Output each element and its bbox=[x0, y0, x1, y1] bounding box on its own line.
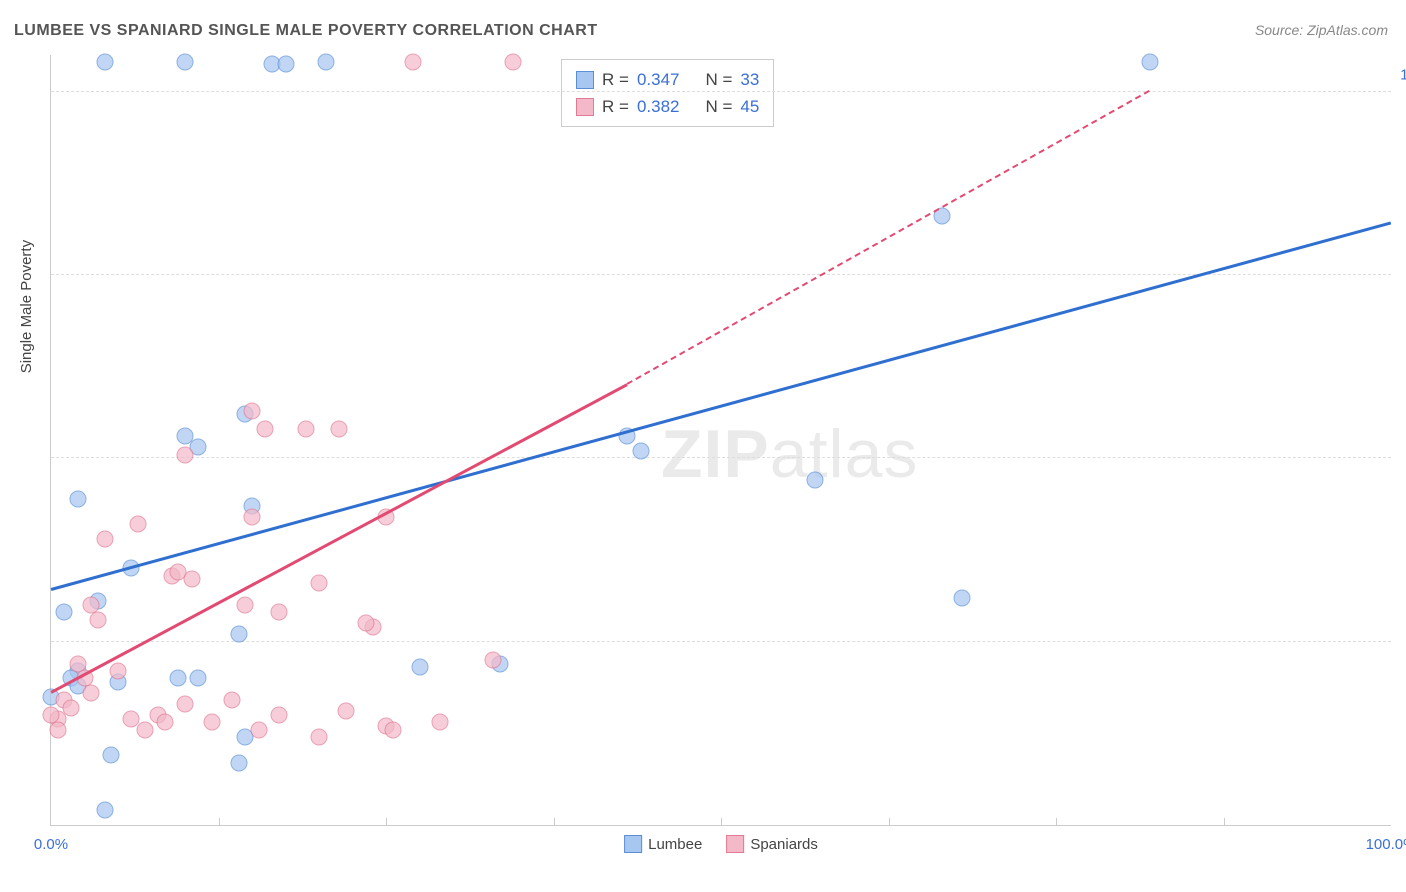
watermark-atlas: atlas bbox=[770, 416, 919, 492]
stats-r-value: 0.382 bbox=[637, 93, 680, 120]
scatter-plot: ZIPatlas R =0.347N =33R =0.382N =45 Lumb… bbox=[50, 55, 1391, 826]
scatter-point bbox=[954, 589, 971, 606]
scatter-point bbox=[270, 604, 287, 621]
scatter-point bbox=[103, 747, 120, 764]
legend-label: Spaniards bbox=[750, 836, 818, 853]
scatter-point bbox=[230, 626, 247, 643]
stats-n-label: N = bbox=[705, 93, 732, 120]
scatter-point bbox=[244, 509, 261, 526]
legend-item: Lumbee bbox=[624, 835, 702, 853]
scatter-point bbox=[203, 714, 220, 731]
scatter-point bbox=[156, 714, 173, 731]
watermark-zip: ZIP bbox=[661, 416, 770, 492]
scatter-point bbox=[632, 443, 649, 460]
trend-line bbox=[627, 90, 1151, 385]
scatter-point bbox=[311, 729, 328, 746]
chart-title: LUMBEE VS SPANIARD SINGLE MALE POVERTY C… bbox=[14, 22, 598, 40]
scatter-point bbox=[96, 531, 113, 548]
xtick-minor bbox=[889, 818, 890, 826]
scatter-point bbox=[183, 571, 200, 588]
scatter-point bbox=[411, 659, 428, 676]
xtick-minor bbox=[219, 818, 220, 826]
legend-swatch bbox=[624, 835, 642, 853]
legend-item: Spaniards bbox=[726, 835, 818, 853]
scatter-point bbox=[277, 55, 294, 72]
stats-box: R = 0.347 N = 33 R = 0.382 N = 45 bbox=[561, 59, 774, 127]
gridline-h bbox=[51, 457, 1391, 458]
legend: Lumbee Spaniards bbox=[624, 835, 818, 853]
legend-label: Lumbee bbox=[648, 836, 702, 853]
scatter-point bbox=[190, 670, 207, 687]
scatter-point bbox=[337, 703, 354, 720]
scatter-point bbox=[56, 604, 73, 621]
scatter-point bbox=[404, 54, 421, 71]
stats-swatch bbox=[576, 71, 594, 89]
stats-n-value: 45 bbox=[740, 93, 759, 120]
scatter-point bbox=[110, 663, 127, 680]
stats-r-label: R = bbox=[602, 66, 629, 93]
scatter-point bbox=[431, 714, 448, 731]
scatter-point bbox=[270, 707, 287, 724]
xtick-minor bbox=[1224, 818, 1225, 826]
scatter-point bbox=[257, 421, 274, 438]
scatter-point bbox=[83, 685, 100, 702]
scatter-point bbox=[244, 402, 261, 419]
gridline-h bbox=[51, 641, 1391, 642]
stats-r-value: 0.347 bbox=[637, 66, 680, 93]
scatter-point bbox=[317, 54, 334, 71]
scatter-point bbox=[177, 696, 194, 713]
stats-n-value: 33 bbox=[740, 66, 759, 93]
scatter-point bbox=[96, 54, 113, 71]
xtick-label: 0.0% bbox=[34, 836, 68, 853]
scatter-point bbox=[170, 670, 187, 687]
gridline-h bbox=[51, 274, 1391, 275]
source-label: Source: ZipAtlas.com bbox=[1255, 22, 1388, 38]
scatter-point bbox=[89, 611, 106, 628]
scatter-point bbox=[223, 692, 240, 709]
watermark: ZIPatlas bbox=[661, 415, 918, 493]
legend-swatch bbox=[726, 835, 744, 853]
stats-row: R = 0.347 N = 33 bbox=[576, 66, 759, 93]
xtick-label: 100.0% bbox=[1366, 836, 1406, 853]
xtick-minor bbox=[386, 818, 387, 826]
stats-row: R = 0.382 N = 45 bbox=[576, 93, 759, 120]
scatter-point bbox=[136, 721, 153, 738]
xtick-minor bbox=[721, 818, 722, 826]
scatter-point bbox=[237, 597, 254, 614]
scatter-point bbox=[384, 721, 401, 738]
scatter-point bbox=[69, 490, 86, 507]
y-axis-label: Single Male Poverty bbox=[18, 240, 35, 373]
scatter-point bbox=[311, 575, 328, 592]
scatter-point bbox=[230, 754, 247, 771]
stats-r-label: R = bbox=[602, 93, 629, 120]
stats-n-label: N = bbox=[705, 66, 732, 93]
scatter-point bbox=[485, 652, 502, 669]
scatter-point bbox=[297, 421, 314, 438]
xtick-minor bbox=[1056, 818, 1057, 826]
ytick-label: 100.0% bbox=[1400, 66, 1406, 83]
gridline-h bbox=[51, 91, 1391, 92]
scatter-point bbox=[806, 472, 823, 489]
scatter-point bbox=[1141, 54, 1158, 71]
scatter-point bbox=[250, 721, 267, 738]
scatter-point bbox=[177, 446, 194, 463]
xtick-minor bbox=[554, 818, 555, 826]
scatter-point bbox=[505, 54, 522, 71]
stats-swatch bbox=[576, 98, 594, 116]
scatter-point bbox=[177, 54, 194, 71]
scatter-point bbox=[96, 802, 113, 819]
scatter-point bbox=[357, 615, 374, 632]
scatter-point bbox=[130, 516, 147, 533]
scatter-point bbox=[331, 421, 348, 438]
scatter-point bbox=[49, 721, 66, 738]
